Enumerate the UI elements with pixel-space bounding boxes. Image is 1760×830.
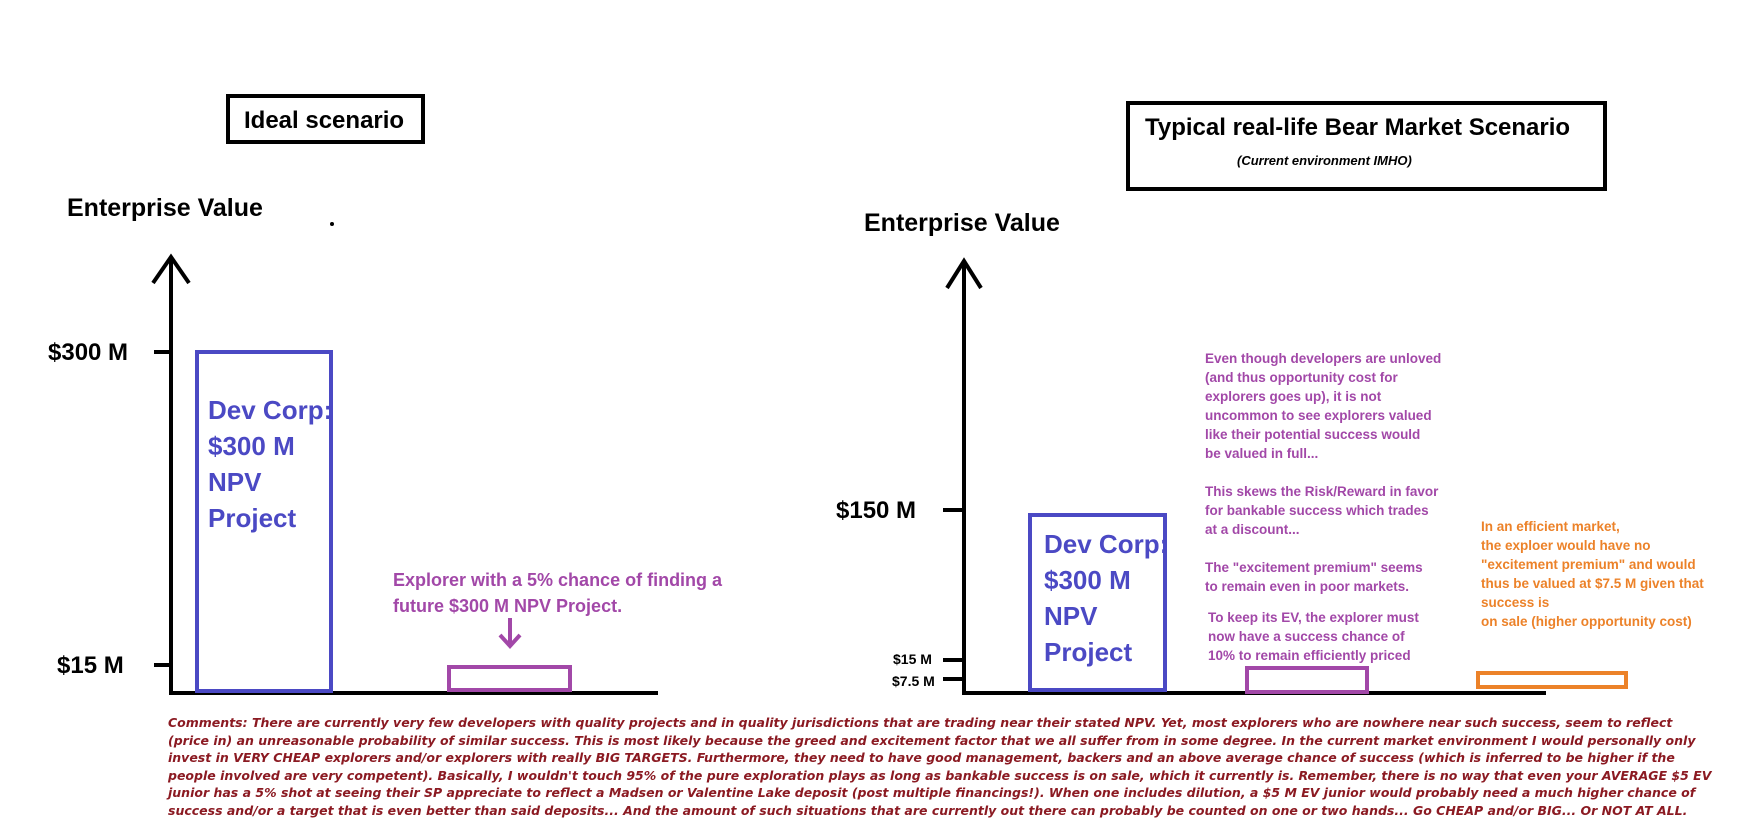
note-line: like their potential success would	[1205, 427, 1421, 442]
efficient-line: "excitement premium" and would	[1481, 557, 1696, 572]
unloved-developers-note: Even though developers are unloved (and …	[1205, 349, 1475, 596]
left-y-arrowhead	[151, 253, 191, 285]
left-title-box: Ideal scenario	[226, 94, 425, 144]
dev-line-4: Project	[208, 503, 297, 533]
left-tick-label-15: $15 M	[57, 652, 124, 679]
keep-ev-line: To keep its EV, the explorer must	[1208, 610, 1419, 625]
dev-line-3: NPV	[208, 467, 262, 497]
comment-line: (price in) an unreasonable probability o…	[168, 732, 1696, 748]
right-explorer-box	[1245, 666, 1369, 694]
efficient-market-note: In an efficient market, the exploer woul…	[1481, 517, 1751, 631]
comments-block: Comments: There are currently very few d…	[168, 714, 1758, 819]
right-title-box: Typical real-life Bear Market Scenario (…	[1126, 101, 1607, 191]
dev-line-2: $300 M	[208, 431, 295, 461]
note-line: This skews the Risk/Reward in favor	[1205, 484, 1439, 499]
dev-line-4: Project	[1044, 637, 1133, 667]
keep-ev-note: To keep its EV, the explorer must now ha…	[1208, 608, 1448, 665]
left-down-arrow	[498, 618, 522, 649]
explorer-note-line-1: Explorer with a 5% chance of finding a	[393, 570, 723, 590]
right-tick-label-15: $15 M	[893, 651, 932, 667]
efficient-line: on sale (higher opportunity cost)	[1481, 614, 1692, 629]
dev-line-3: NPV	[1044, 601, 1098, 631]
note-line: The "excitement premium" seems	[1205, 560, 1423, 575]
keep-ev-line: now have a success chance of	[1208, 629, 1405, 644]
left-dev-corp-label: Dev Corp: $300 M NPV Project	[208, 392, 332, 536]
note-line: Even though developers are unloved	[1205, 351, 1442, 366]
efficient-line: thus be valued at $7.5 M given that	[1481, 576, 1704, 591]
note-line: uncommon to see explorers valued	[1205, 408, 1432, 423]
note-line: explorers goes up), it is not	[1205, 389, 1382, 404]
left-dev-corp-box	[195, 350, 333, 693]
dev-line-1: Dev Corp:	[1044, 529, 1169, 559]
left-title: Ideal scenario	[244, 107, 405, 134]
right-tick-label-150: $150 M	[836, 497, 917, 524]
efficient-line: the exploer would have no	[1481, 538, 1651, 553]
stray-dot	[330, 222, 334, 226]
comment-line: Comments: There are currently very few d…	[168, 715, 1673, 730]
left-explorer-note: Explorer with a 5% chance of finding a f…	[393, 567, 722, 619]
dev-line-1: Dev Corp:	[208, 395, 333, 425]
comment-line: success and/or a target that is even bet…	[168, 802, 1688, 818]
note-spacer	[1205, 539, 1475, 558]
comment-line: invest in VERY CHEAP explorers and/or ex…	[168, 750, 1675, 765]
right-subtitle: (Current environment IMHO)	[1237, 153, 1412, 168]
right-title: Typical real-life Bear Market Scenario	[1145, 114, 1571, 141]
comment-line: people involved are very competent). Bas…	[168, 767, 1712, 783]
left-tick-label-300: $300 M	[48, 339, 129, 366]
comment-line: junior has a 5% shot at seeing their SP …	[168, 785, 1696, 800]
efficient-line: success is	[1481, 595, 1550, 610]
right-dev-corp-box	[1028, 513, 1167, 692]
right-dev-corp-label: Dev Corp: $300 M NPV Project	[1044, 526, 1168, 670]
left-axis-label: Enterprise Value	[67, 194, 263, 222]
note-line: for bankable success which trades	[1205, 503, 1429, 518]
note-line: to remain even in poor markets.	[1205, 579, 1410, 594]
right-tick-label-7-5: $7.5 M	[892, 673, 935, 689]
right-efficient-box	[1476, 671, 1628, 689]
explorer-note-line-2: future $300 M NPV Project.	[393, 596, 623, 616]
note-line: be valued in full...	[1205, 446, 1319, 461]
note-line: at a discount...	[1205, 522, 1300, 537]
note-spacer	[1205, 463, 1475, 482]
efficient-line: In an efficient market,	[1481, 519, 1620, 534]
right-axis-label: Enterprise Value	[864, 209, 1060, 237]
left-explorer-box	[447, 665, 572, 692]
right-y-arrowhead	[945, 257, 983, 290]
dev-line-2: $300 M	[1044, 565, 1131, 595]
note-line: (and thus opportunity cost for	[1205, 370, 1398, 385]
keep-ev-line: 10% to remain efficiently priced	[1208, 648, 1411, 663]
